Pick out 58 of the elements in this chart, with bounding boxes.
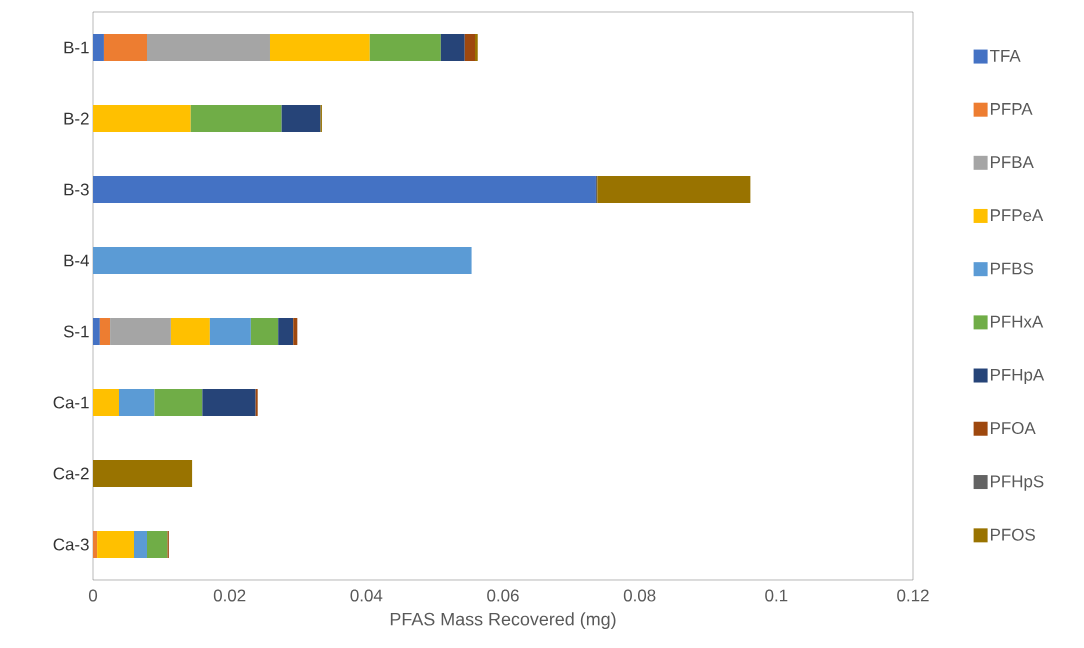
x-tick-label: 0.02: [213, 589, 246, 602]
legend-label: PFOA: [990, 422, 1036, 435]
bar: [93, 389, 119, 416]
y-tick-label: B-4: [64, 254, 89, 267]
bar: [209, 318, 251, 345]
bar: [146, 34, 270, 61]
legend-label: PFPA: [990, 103, 1033, 115]
bar: [93, 460, 193, 487]
legend-label: TFA: [989, 49, 1021, 62]
bar: [474, 34, 478, 61]
x-axis-title: PFAS Mass Recovered (mg): [390, 612, 616, 630]
legend-label: PFBS: [990, 262, 1034, 275]
y-tick-label: B-1: [64, 41, 89, 54]
bar: [278, 318, 294, 345]
bar: [255, 389, 258, 416]
x-tick-label: 0.08: [623, 589, 656, 602]
y-tick-label: B-3: [64, 183, 89, 196]
bar: [597, 176, 751, 203]
x-tick-label: 0: [88, 589, 98, 602]
bar: [93, 176, 596, 203]
legend-label: PFHpS: [990, 475, 1044, 491]
bar: [110, 318, 171, 345]
y-tick-label: Ca-1: [53, 396, 89, 409]
bar: [103, 34, 147, 61]
bar: [464, 34, 475, 61]
legend-label: PFHpA: [990, 368, 1045, 385]
bar: [97, 531, 135, 558]
bar: [190, 105, 282, 132]
bar: [93, 318, 100, 345]
bar: [269, 34, 370, 61]
bar: [281, 105, 321, 132]
bar: [154, 389, 203, 416]
x-tick-label: 0.06: [487, 589, 519, 602]
x-tick-label: 0.1: [765, 589, 788, 602]
bar: [118, 389, 155, 416]
bar: [93, 105, 191, 132]
legend-label: PFHxA: [990, 315, 1044, 328]
bar: [440, 34, 465, 61]
y-tick-label: Ca-3: [53, 538, 89, 551]
legend-label: PFPeA: [990, 209, 1044, 222]
bar: [99, 318, 111, 345]
y-tick-label: Ca-2: [53, 467, 89, 480]
x-tick-label: 0.12: [897, 589, 929, 602]
bar: [134, 531, 147, 558]
bar: [369, 34, 441, 61]
bar: [202, 389, 256, 416]
x-tick-label: 0.04: [350, 589, 383, 602]
y-tick-label: S-1: [63, 325, 89, 338]
bar: [93, 531, 98, 558]
bar: [293, 318, 298, 345]
bar: [93, 34, 104, 61]
legend-label: PFBA: [990, 156, 1034, 168]
y-tick-label: B-2: [64, 112, 89, 125]
bar: [170, 318, 210, 345]
bar: [93, 247, 472, 274]
legend-label: PFOS: [990, 528, 1035, 541]
bar: [250, 318, 279, 345]
bar: [146, 531, 168, 558]
